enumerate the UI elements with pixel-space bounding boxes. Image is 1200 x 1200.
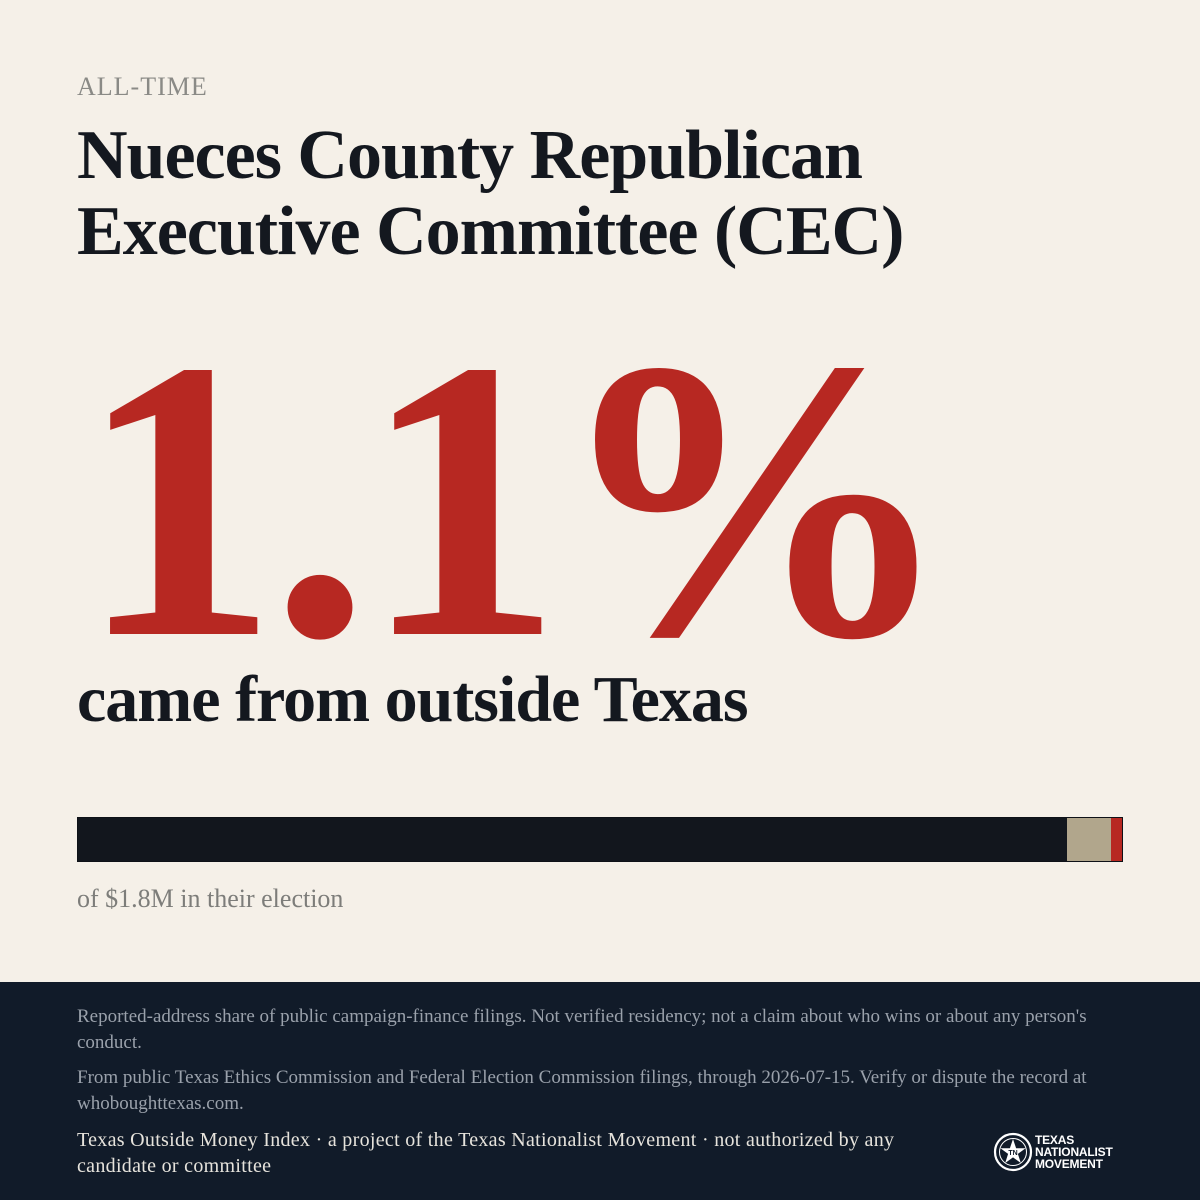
unknown-segment <box>1066 818 1111 861</box>
svg-text:TN: TN <box>1008 1150 1017 1157</box>
tnm-logo: TN TEXAS NATIONALIST MOVEMENT <box>993 1130 1133 1174</box>
credit-text: Texas Outside Money Index · a project of… <box>77 1129 895 1177</box>
total-amount-text: of $1.8M in their election <box>77 884 344 913</box>
disclaimer-text: Reported-address share of public campaig… <box>77 1006 1087 1053</box>
logo-line: TEXAS <box>1035 1133 1075 1147</box>
stat-caption: came from outside Texas <box>77 663 749 736</box>
outside-texas-segment <box>1110 818 1122 861</box>
logo-wordmark: TEXAS NATIONALIST MOVEMENT <box>1035 1134 1113 1170</box>
logo-line: NATIONALIST <box>1035 1145 1113 1159</box>
source-text: From public Texas Ethics Commission and … <box>77 1067 1087 1114</box>
inside-texas-segment <box>78 818 1067 861</box>
share-bar <box>77 817 1123 862</box>
period-label: ALL-TIME <box>77 72 208 101</box>
logo-line: MOVEMENT <box>1035 1157 1103 1171</box>
star-seal-icon: TN <box>993 1132 1033 1172</box>
committee-title: Nueces County Republican Executive Commi… <box>77 117 904 270</box>
outside-share-stat: 1.1% <box>78 278 954 721</box>
